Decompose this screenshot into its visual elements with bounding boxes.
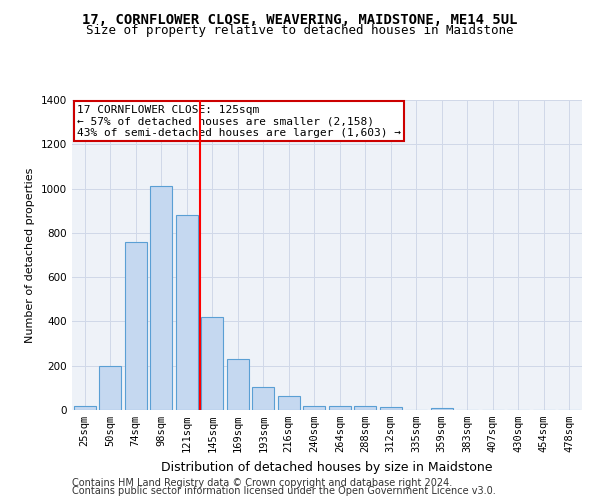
X-axis label: Distribution of detached houses by size in Maidstone: Distribution of detached houses by size … <box>161 460 493 473</box>
Bar <box>329 406 350 410</box>
Bar <box>304 406 325 410</box>
Text: Size of property relative to detached houses in Maidstone: Size of property relative to detached ho… <box>86 24 514 37</box>
Bar <box>100 366 121 410</box>
Y-axis label: Number of detached properties: Number of detached properties <box>25 168 35 342</box>
Bar <box>278 396 299 410</box>
Bar <box>355 406 376 410</box>
Bar <box>151 186 172 410</box>
Bar <box>176 215 197 410</box>
Text: 17 CORNFLOWER CLOSE: 125sqm
← 57% of detached houses are smaller (2,158)
43% of : 17 CORNFLOWER CLOSE: 125sqm ← 57% of det… <box>77 104 401 138</box>
Bar <box>74 406 95 410</box>
Text: 17, CORNFLOWER CLOSE, WEAVERING, MAIDSTONE, ME14 5UL: 17, CORNFLOWER CLOSE, WEAVERING, MAIDSTO… <box>82 12 518 26</box>
Bar <box>202 317 223 410</box>
Bar <box>125 242 146 410</box>
Text: Contains public sector information licensed under the Open Government Licence v3: Contains public sector information licen… <box>72 486 496 496</box>
Bar <box>227 359 248 410</box>
Bar <box>253 387 274 410</box>
Bar <box>431 408 452 410</box>
Bar <box>380 406 401 410</box>
Text: Contains HM Land Registry data © Crown copyright and database right 2024.: Contains HM Land Registry data © Crown c… <box>72 478 452 488</box>
